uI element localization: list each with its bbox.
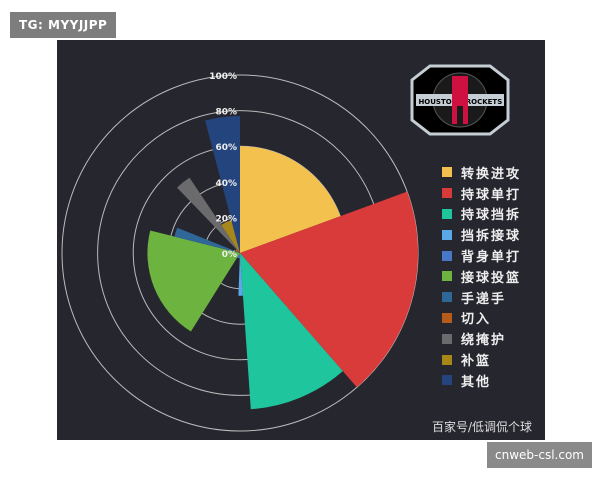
slice-9: [221, 220, 240, 253]
radial-tick-label: 0%: [222, 250, 237, 260]
legend-item: 切入: [442, 308, 521, 329]
legend-item: 背身单打: [442, 245, 521, 266]
radial-tick-label: 80%: [215, 108, 237, 118]
legend-swatch: [442, 229, 452, 240]
legend: 转换进攻持球单打持球挡拆挡拆接球背身单打接球投篮手递手切入绕掩护补篮其他: [442, 162, 521, 391]
legend-swatch: [442, 312, 452, 323]
legend-swatch: [442, 167, 452, 178]
source-label: 百家号/低调侃个球: [432, 420, 533, 434]
legend-item: 持球单打: [442, 183, 521, 204]
legend-swatch: [442, 208, 452, 219]
slice-4: [237, 253, 240, 259]
slice-10: [205, 115, 240, 253]
legend-item: 接球投篮: [442, 266, 521, 287]
watermark-bottom-right: cnweb-csl.com: [487, 442, 592, 468]
legend-item: 持球挡拆: [442, 204, 521, 225]
legend-label: 绕掩护: [461, 333, 507, 349]
radial-tick-label: 20%: [215, 214, 237, 224]
slice-7: [235, 249, 240, 253]
legend-label: 接球投篮: [461, 270, 522, 286]
legend-item: 手递手: [442, 287, 521, 308]
slice-2: [240, 253, 343, 410]
slice-3: [238, 253, 243, 296]
legend-label: 持球单打: [461, 187, 522, 203]
legend-item: 补篮: [442, 349, 521, 370]
legend-swatch: [442, 354, 452, 365]
legend-label: 手递手: [461, 291, 507, 307]
legend-swatch: [442, 375, 452, 386]
legend-label: 挡拆接球: [461, 229, 522, 245]
radial-tick-label: 100%: [209, 72, 237, 82]
slice-8: [177, 177, 240, 253]
slice-5: [147, 230, 240, 332]
legend-swatch: [442, 271, 452, 282]
watermark-top-left: TG: MYYJJPP: [10, 12, 117, 38]
legend-item: 绕掩护: [442, 328, 521, 349]
legend-label: 切入: [461, 312, 492, 328]
legend-swatch: [442, 188, 452, 199]
legend-label: 持球挡拆: [461, 208, 522, 224]
legend-item: 挡拆接球: [442, 224, 521, 245]
rockets-logo: HOUSTON ROCKETS: [410, 64, 510, 136]
slice-0: [240, 146, 341, 253]
radial-tick-label: 60%: [215, 143, 237, 153]
svg-text:ROCKETS: ROCKETS: [466, 98, 503, 106]
legend-label: 补篮: [461, 354, 492, 370]
legend-item: 转换进攻: [442, 162, 521, 183]
legend-item: 其他: [442, 370, 521, 391]
svg-text:HOUSTON: HOUSTON: [418, 98, 457, 106]
legend-label: 转换进攻: [461, 166, 522, 182]
legend-label: 背身单打: [461, 250, 522, 266]
slice-1: [240, 191, 419, 388]
legend-swatch: [442, 292, 452, 303]
legend-swatch: [442, 250, 452, 261]
legend-swatch: [442, 333, 452, 344]
radial-tick-label: 40%: [215, 179, 237, 189]
slice-6: [174, 227, 240, 253]
legend-label: 其他: [461, 374, 492, 390]
